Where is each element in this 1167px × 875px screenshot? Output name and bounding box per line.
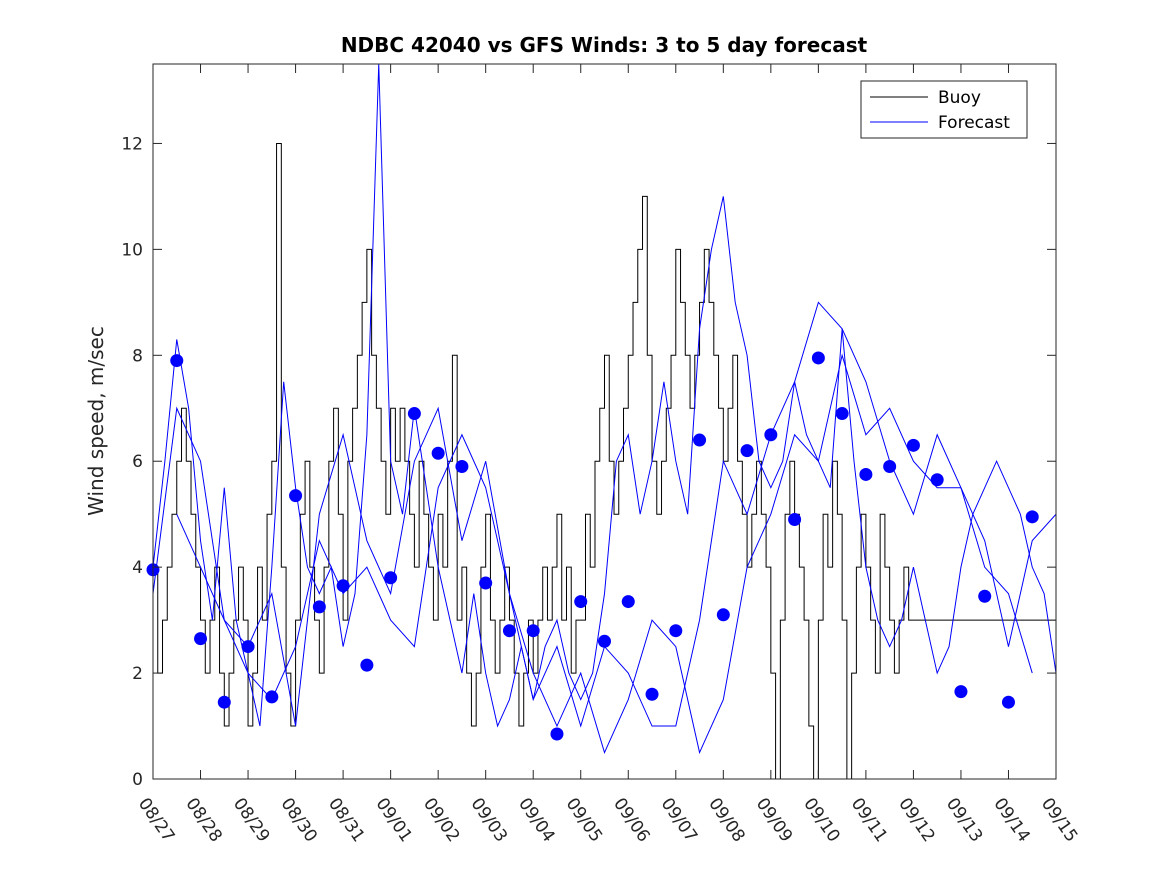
forecast-marker (788, 512, 802, 526)
forecast-series-line-1 (153, 64, 1056, 728)
y-tick-label: 6 (132, 452, 143, 472)
forecast-marker (336, 579, 350, 593)
forecast-marker (170, 354, 184, 368)
forecast-marker (431, 446, 445, 460)
forecast-marker (598, 634, 611, 648)
forecast-marker (265, 690, 279, 704)
buoy-series-line (153, 142, 1056, 779)
forecast-marker (241, 640, 255, 654)
forecast-marker (1001, 695, 1015, 709)
forecast-marker (479, 576, 493, 590)
forecast-marker (289, 489, 303, 503)
marker-layer (146, 351, 1039, 741)
forecast-marker (740, 444, 754, 458)
forecast-marker (574, 595, 588, 609)
y-tick-label: 10 (121, 240, 143, 260)
forecast-marker (194, 632, 208, 646)
forecast-marker (621, 595, 635, 609)
plot-area-frame (152, 63, 1057, 780)
forecast-marker (1025, 510, 1039, 524)
forecast-marker (906, 438, 920, 452)
forecast-marker (384, 571, 398, 585)
y-tick-label: 4 (132, 558, 143, 578)
y-tick-label: 0 (132, 770, 143, 790)
forecast-marker (835, 407, 849, 421)
y-axis-label: Wind speed, m/sec (84, 326, 108, 516)
y-tick-label: 12 (121, 134, 143, 154)
legend: Buoy Forecast (860, 80, 1028, 139)
forecast-marker (883, 460, 897, 474)
forecast-marker (526, 624, 540, 638)
forecast-marker (693, 433, 707, 447)
forecast-marker (978, 589, 992, 603)
forecast-marker (455, 460, 469, 474)
forecast-marker (954, 685, 968, 699)
forecast-marker (502, 624, 516, 638)
legend-buoy-label: Buoy (938, 88, 981, 108)
forecast-marker (669, 624, 683, 638)
legend-forecast-label: Forecast (938, 113, 1010, 133)
forecast-series-line-3 (176, 353, 1033, 755)
forecast-marker (716, 608, 730, 622)
forecast-marker (360, 658, 374, 672)
forecast-marker (859, 467, 873, 481)
forecast-marker (764, 428, 778, 442)
forecast-marker (811, 351, 825, 365)
y-tick-label: 2 (132, 664, 143, 684)
y-tick-label: 8 (132, 346, 143, 366)
forecast-marker (930, 473, 944, 487)
chart-title: NDBC 42040 vs GFS Winds: 3 to 5 day fore… (341, 33, 868, 57)
forecast-marker (407, 407, 421, 421)
forecast-marker (217, 695, 231, 709)
legend-box (860, 80, 1028, 139)
forecast-marker (550, 727, 564, 741)
forecast-marker (645, 687, 659, 701)
forecast-marker (312, 600, 326, 614)
